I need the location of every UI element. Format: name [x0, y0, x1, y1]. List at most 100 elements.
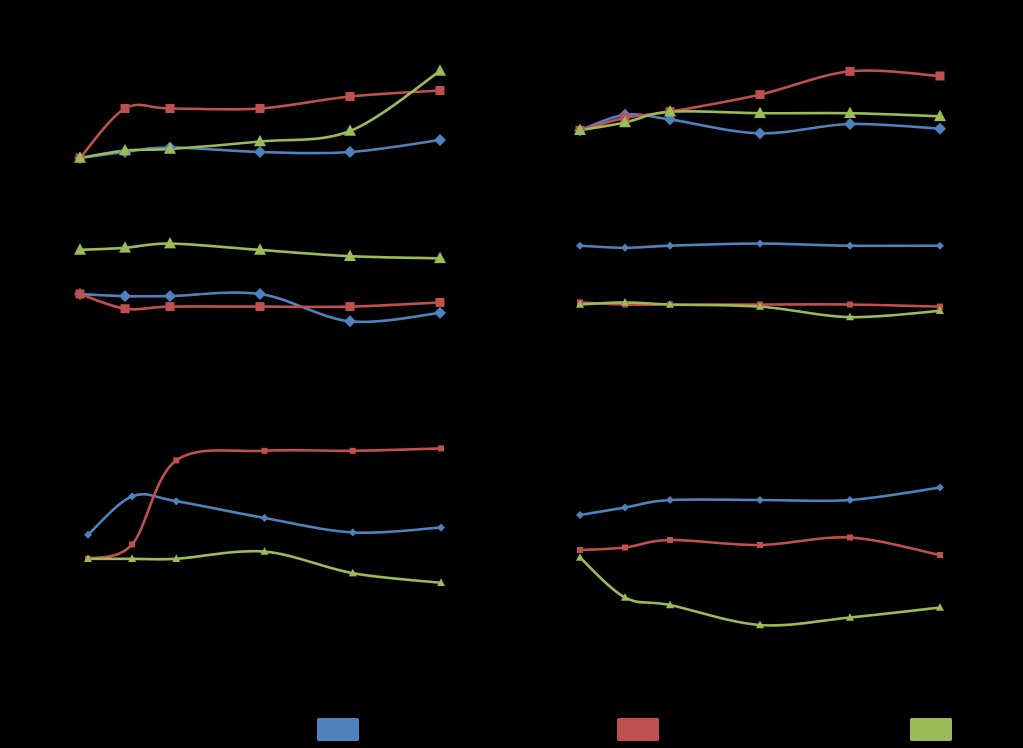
data-point-series-2-4 — [255, 302, 265, 312]
data-point-series-3-2 — [621, 593, 629, 601]
data-point-series-1-1 — [576, 241, 584, 250]
data-point-series-3-6 — [434, 64, 446, 76]
data-point-series-3-4 — [254, 243, 266, 255]
data-point-series-1-2 — [621, 243, 629, 252]
data-point-series-3-6 — [936, 603, 944, 611]
data-point-series-1-1 — [576, 511, 584, 519]
data-point-series-1-4 — [756, 496, 764, 504]
legend-swatch-blue — [317, 718, 359, 741]
data-point-series-3-3 — [164, 237, 176, 249]
panel-middle-right — [576, 239, 944, 321]
data-point-series-1-4 — [254, 146, 266, 158]
data-point-series-3-1 — [576, 553, 584, 561]
data-point-series-3-5 — [344, 124, 356, 136]
data-point-series-3-1 — [84, 554, 92, 562]
data-point-series-1-3 — [666, 496, 674, 504]
data-point-series-3-2 — [621, 298, 629, 306]
data-point-series-3-6 — [936, 306, 944, 314]
data-point-series-2-3 — [667, 537, 673, 543]
data-point-series-1-4 — [754, 127, 766, 140]
data-point-series-1-6 — [936, 241, 944, 250]
data-point-series-1-2 — [621, 503, 629, 512]
data-point-series-2-6 — [937, 552, 943, 558]
data-point-series-1-6 — [437, 523, 445, 532]
data-point-series-2-2 — [120, 304, 130, 314]
data-point-series-1-3 — [164, 290, 176, 303]
panel-middle-left — [74, 237, 446, 328]
data-point-series-1-3 — [172, 497, 181, 506]
data-point-series-3-5 — [844, 106, 856, 118]
data-point-series-1-6 — [434, 134, 446, 146]
data-point-series-2-5 — [345, 92, 355, 101]
data-point-series-2-2 — [120, 104, 130, 113]
data-point-series-3-3 — [666, 600, 674, 609]
data-point-series-1-6 — [434, 306, 446, 319]
data-point-series-2-3 — [165, 302, 175, 312]
data-point-series-1-4 — [756, 239, 764, 248]
panel-bottom-right — [576, 483, 944, 629]
data-point-series-1-4 — [260, 514, 269, 522]
series-line-2 — [86, 447, 443, 561]
data-point-series-1-1 — [84, 530, 92, 539]
data-point-series-3-1 — [576, 300, 584, 308]
series-line-3 — [578, 556, 942, 627]
data-point-series-2-6 — [435, 86, 445, 95]
data-point-series-3-1 — [74, 151, 86, 163]
data-point-series-3-4 — [756, 620, 764, 629]
data-point-series-3-1 — [574, 123, 586, 136]
data-point-series-2-4 — [757, 542, 763, 548]
data-point-series-3-3 — [664, 105, 676, 117]
data-point-series-3-2 — [619, 115, 631, 128]
data-point-series-3-6 — [437, 578, 445, 586]
data-point-series-3-2 — [128, 554, 137, 562]
data-point-series-1-6 — [934, 122, 946, 135]
data-point-series-3-4 — [754, 106, 766, 118]
data-point-series-2-2 — [129, 541, 136, 548]
data-point-series-2-5 — [847, 534, 853, 541]
legend-swatch-red — [617, 718, 659, 741]
data-point-series-3-3 — [164, 142, 176, 154]
data-point-series-3-2 — [119, 241, 131, 253]
data-point-series-3-3 — [172, 554, 181, 562]
panel-top-left — [74, 64, 446, 164]
data-point-series-2-3 — [173, 457, 180, 464]
data-point-series-2-5 — [845, 66, 855, 76]
data-point-series-2-5 — [349, 447, 356, 454]
data-point-series-2-6 — [935, 71, 945, 81]
data-point-series-2-5 — [345, 302, 355, 312]
data-point-series-3-5 — [344, 249, 356, 261]
data-point-series-3-5 — [348, 568, 357, 577]
data-point-series-1-4 — [254, 288, 266, 300]
data-point-series-3-2 — [119, 143, 131, 156]
data-point-series-1-3 — [666, 241, 674, 250]
data-point-series-1-5 — [846, 496, 854, 504]
data-point-series-3-4 — [260, 547, 269, 555]
data-point-series-2-4 — [755, 90, 765, 100]
data-point-series-1-2 — [119, 290, 131, 303]
data-point-series-2-4 — [261, 447, 268, 454]
data-point-series-2-1 — [75, 289, 85, 299]
data-point-series-3-3 — [666, 300, 674, 308]
data-point-series-1-6 — [936, 483, 944, 492]
data-point-series-1-5 — [348, 528, 357, 537]
data-point-series-3-1 — [74, 243, 86, 255]
data-point-series-2-3 — [165, 104, 175, 113]
data-point-series-1-2 — [128, 492, 137, 501]
data-point-series-2-6 — [435, 297, 445, 307]
data-point-series-2-5 — [847, 301, 853, 308]
series-line-3 — [86, 549, 443, 585]
data-point-series-3-6 — [934, 109, 946, 122]
panel-bottom-left — [84, 445, 445, 586]
legend-swatch-green — [910, 718, 952, 741]
data-point-series-3-4 — [756, 302, 764, 310]
data-point-series-1-5 — [344, 315, 356, 328]
data-point-series-2-2 — [622, 544, 628, 551]
data-point-series-2-1 — [577, 547, 583, 553]
data-point-series-3-5 — [846, 613, 854, 621]
data-point-series-1-5 — [844, 118, 856, 131]
panel-top-right — [574, 66, 946, 140]
data-point-series-1-5 — [344, 146, 356, 158]
data-point-series-2-4 — [255, 104, 265, 113]
data-point-series-1-5 — [846, 241, 854, 250]
